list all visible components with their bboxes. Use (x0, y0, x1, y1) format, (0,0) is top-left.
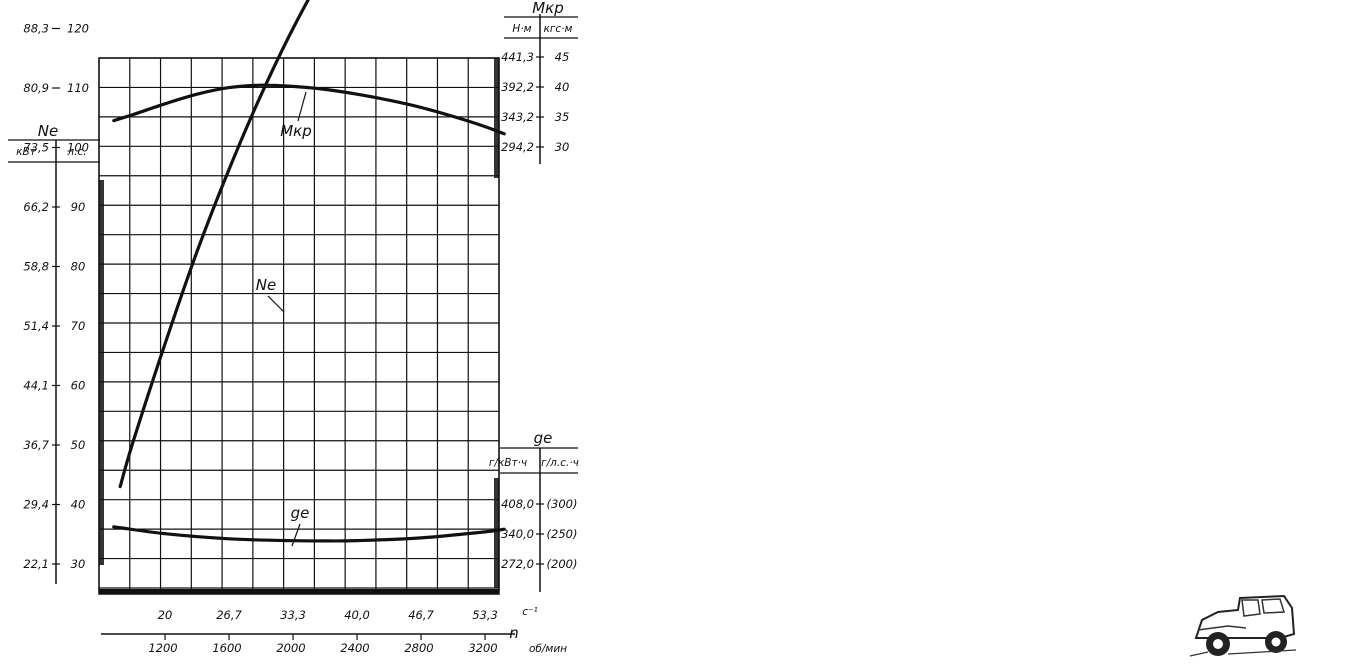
consumption-axis-unit-hph: г/л.с.·ч (541, 457, 579, 469)
rpm-tick-label: 1200 (148, 641, 177, 655)
power-axis-unit-kw: кВт (16, 146, 37, 158)
chart-curves (112, 0, 506, 543)
power-kw-tick-label: 80,9 (23, 81, 49, 95)
power-kw-tick-label: 58,8 (23, 260, 49, 274)
s-tick-label: 46,7 (408, 608, 434, 622)
power-axis-unit-hp: л.с. (66, 146, 86, 158)
torque-kgm-tick-label: 40 (555, 80, 570, 94)
power-curve-leader (267, 295, 285, 313)
chart-axes (8, 14, 578, 640)
torque-axis-unit-kgm: кгс·м (544, 23, 573, 35)
consumption-axis-title: ge (534, 429, 553, 447)
plot-right-band-top (494, 58, 499, 178)
power-axis-title: Ne (38, 122, 58, 140)
power-hp-tick-label: 90 (71, 200, 86, 214)
power-hp-tick-label: 80 (71, 260, 86, 274)
power-hp-tick-label: 40 (71, 498, 86, 512)
rpm-tick-label: 1600 (212, 641, 241, 655)
torque-nm-tick-label: 441,3 (501, 50, 534, 64)
rpm-axis-unit: об/мин (529, 643, 567, 655)
s-tick-label: 53,3 (472, 608, 498, 622)
chart-labels: 1200 20 1600 26,7 2000 33,3 2400 40,0 2800 46,7 32… (16, 0, 579, 655)
consumption-hph-tick-label: (300) (547, 497, 578, 511)
consumption-curve (112, 525, 506, 543)
plot-left-band (99, 180, 104, 565)
power-kw-tick-label: 44,1 (23, 379, 49, 393)
offroad-truck-icon (1189, 594, 1297, 657)
s-tick-label: 20 (158, 608, 173, 622)
consumption-curve-leader (291, 523, 301, 547)
consumption-hph-tick-label: (250) (547, 527, 578, 541)
plot-bottom-band (99, 589, 499, 594)
torque-kgm-tick-label: 30 (555, 140, 570, 154)
power-kw-tick-label: 29,4 (23, 498, 49, 512)
torque-curve-label: Mкр (280, 122, 312, 140)
power-hp-tick-label: 110 (67, 81, 89, 95)
rpm-tick-label: 2400 (340, 641, 369, 655)
consumption-kwh-tick-label: 340,0 (501, 527, 534, 541)
s-axis-unit: c⁻¹ (522, 606, 538, 618)
power-hp-tick-label: 30 (71, 557, 86, 571)
torque-nm-tick-label: 392,2 (501, 80, 534, 94)
torque-nm-tick-label: 343,2 (501, 110, 534, 124)
s-tick-label: 40,0 (344, 608, 370, 622)
power-kw-tick-label: 73,5 (23, 141, 49, 155)
consumption-axis-unit-kwh: г/кВт·ч (489, 457, 527, 469)
rpm-axis-title: n (509, 624, 519, 642)
rpm-tick-label: 2000 (276, 641, 305, 655)
torque-kgm-tick-label: 35 (555, 110, 570, 124)
consumption-kwh-tick-label: 408,0 (501, 497, 534, 511)
rpm-tick-label: 3200 (468, 641, 497, 655)
torque-curve-leader (297, 91, 307, 122)
rpm-tick-label: 2800 (404, 641, 433, 655)
power-hp-tick-label: 60 (71, 379, 86, 393)
power-hp-tick-label: 70 (71, 319, 86, 333)
power-kw-tick-label: 88,3 (23, 22, 49, 36)
s-tick-label: 33,3 (280, 608, 306, 622)
power-hp-tick-label: 50 (71, 438, 86, 452)
s-tick-label: 26,7 (216, 608, 242, 622)
power-kw-tick-label: 51,4 (23, 319, 49, 333)
power-hp-tick-label: 100 (67, 141, 89, 155)
power-curve-label: Ne (256, 276, 276, 294)
power-kw-tick-label: 22,1 (23, 557, 49, 571)
power-kw-tick-label: 36,7 (23, 438, 49, 452)
power-kw-tick-label: 66,2 (23, 200, 49, 214)
torque-kgm-tick-label: 45 (555, 50, 570, 64)
torque-curve (112, 83, 506, 136)
power-hp-tick-label: 120 (67, 22, 89, 36)
plot-right-band-bottom (494, 478, 499, 588)
consumption-curve-label: ge (291, 504, 310, 522)
consumption-kwh-tick-label: 272,0 (501, 557, 534, 571)
torque-axis-title: Mкр (532, 0, 564, 17)
torque-nm-tick-label: 294,2 (501, 140, 534, 154)
torque-axis-unit-nm: Н·м (512, 23, 531, 35)
chart-grid (98, 57, 500, 595)
consumption-hph-tick-label: (200) (547, 557, 578, 571)
power-curve (118, 0, 310, 489)
